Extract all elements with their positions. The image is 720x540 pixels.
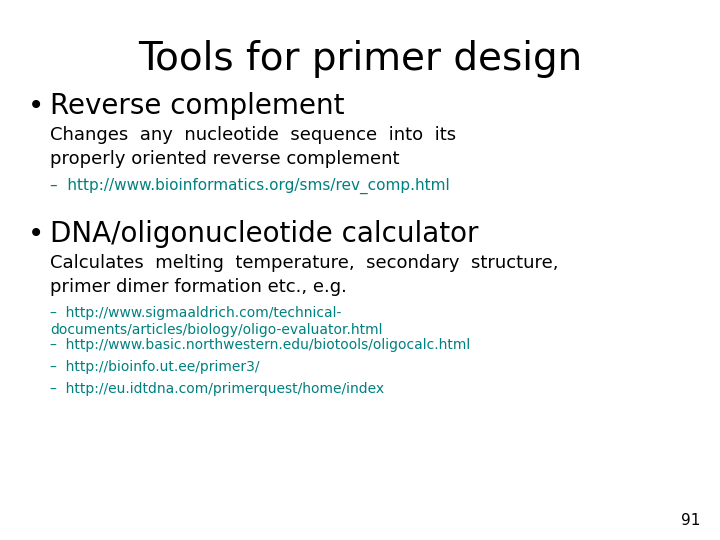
Text: –  http://www.sigmaaldrich.com/technical-
documents/articles/biology/oligo-evalu: – http://www.sigmaaldrich.com/technical-… xyxy=(50,306,382,338)
Text: Calculates  melting  temperature,  secondary  structure,
primer dimer formation : Calculates melting temperature, secondar… xyxy=(50,254,559,296)
Text: –  http://www.basic.northwestern.edu/biotools/oligocalc.html: – http://www.basic.northwestern.edu/biot… xyxy=(50,338,470,352)
Text: Tools for primer design: Tools for primer design xyxy=(138,40,582,78)
Text: –  http://eu.idtdna.com/primerquest/home/index: – http://eu.idtdna.com/primerquest/home/… xyxy=(50,382,384,396)
Text: –  http://bioinfo.ut.ee/primer3/: – http://bioinfo.ut.ee/primer3/ xyxy=(50,360,259,374)
Text: DNA/oligonucleotide calculator: DNA/oligonucleotide calculator xyxy=(50,220,479,248)
Text: Changes  any  nucleotide  sequence  into  its
properly oriented reverse compleme: Changes any nucleotide sequence into its… xyxy=(50,126,456,168)
Text: Reverse complement: Reverse complement xyxy=(50,92,344,120)
Text: •: • xyxy=(28,92,44,120)
Text: –  http://www.bioinformatics.org/sms/rev_comp.html: – http://www.bioinformatics.org/sms/rev_… xyxy=(50,178,450,194)
Text: 91: 91 xyxy=(680,513,700,528)
Text: •: • xyxy=(28,220,44,248)
